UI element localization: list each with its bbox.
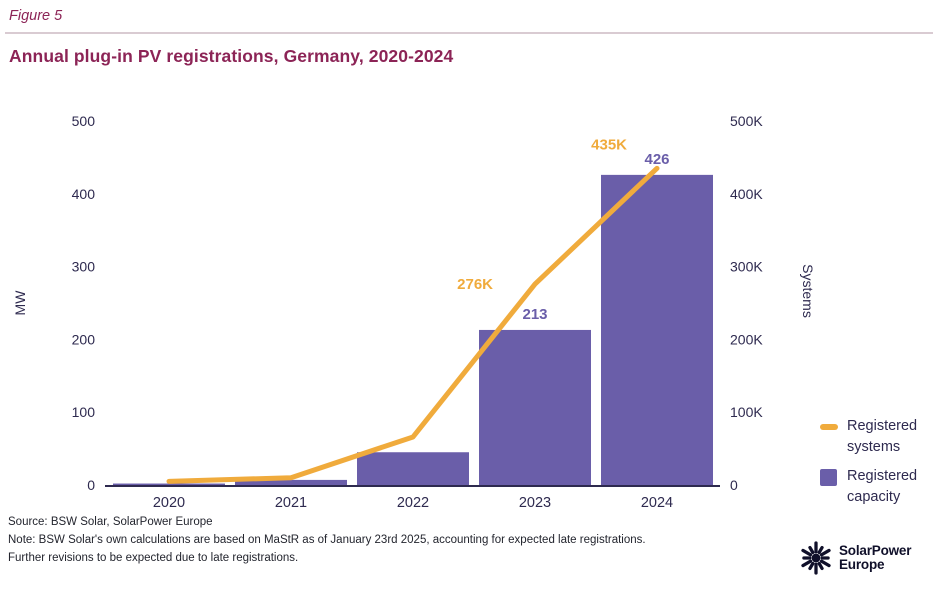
chart-legend: Registered systems Registered capacity [820, 416, 932, 516]
y-axis-tick-right: 200K [730, 331, 763, 347]
capacity-bar-2024 [601, 174, 713, 485]
y-axis-tick-right: 300K [730, 259, 763, 275]
x-axis-label: 2024 [641, 495, 673, 511]
capacity-bar-2023 [479, 329, 591, 485]
logo-wordmark: SolarPower Europe [839, 544, 911, 572]
capacity-bar-2022 [357, 452, 469, 485]
registered-systems-swatch-icon [820, 424, 838, 430]
y-axis-tick-right: 0 [730, 477, 738, 493]
y-axis-tick-left: 500 [72, 113, 96, 129]
bar-value-label: 426 [644, 151, 669, 168]
chart-title: Annual plug-in PV registrations, Germany… [9, 46, 454, 66]
y-axis-tick-right: 100K [730, 404, 763, 420]
legend-item-registered-capacity: Registered capacity [820, 466, 932, 508]
y-axis-tick-right: 400K [730, 186, 763, 202]
line-value-label: 276K [457, 276, 493, 293]
header-divider [5, 32, 933, 34]
systems-line [166, 165, 660, 484]
y-axis-tick-left: 300 [72, 259, 96, 275]
capacity-bar-2020 [113, 483, 225, 485]
x-axis-label: 2020 [153, 495, 185, 511]
legend-label: Registered capacity [847, 468, 918, 505]
y-axis-tick-left: 0 [87, 477, 95, 493]
legend-item-registered-systems: Registered systems [820, 416, 932, 458]
logo-line2: Europe [839, 557, 885, 572]
note-text-line2: Further revisions to be expected due to … [8, 552, 299, 564]
legend-label: Registered systems [847, 418, 918, 455]
logo-line1: SolarPower [839, 543, 912, 558]
line-value-label: 435K [591, 136, 627, 153]
x-axis-label: 2023 [519, 495, 551, 511]
y-axis-tick-right: 500K [730, 113, 763, 129]
chart-canvas: 0 100 200 300 400 500 0 100K 200K 300K 400K 500K MW S… [12, 113, 816, 511]
x-axis-label: 2021 [275, 495, 307, 511]
source-text: Source: BSW Solar, SolarPower Europe [8, 516, 213, 528]
right-axis-title: Systems [800, 264, 816, 318]
registered-capacity-swatch-icon [820, 469, 837, 486]
bar-value-label: 213 [522, 306, 547, 323]
solarpower-europe-logo: SolarPower Europe [798, 540, 911, 576]
sun-burst-icon [801, 541, 831, 575]
left-axis-title: MW [12, 290, 28, 316]
note-text-line1: Note: BSW Solar's own calculations are b… [8, 534, 646, 546]
capacity-bar-2021 [235, 479, 347, 485]
y-axis-tick-left: 200 [72, 331, 96, 347]
y-axis-tick-left: 400 [72, 186, 96, 202]
y-axis-tick-left: 100 [72, 404, 96, 420]
figure-number-label: Figure 5 [9, 8, 63, 24]
x-axis-label: 2022 [397, 495, 429, 511]
